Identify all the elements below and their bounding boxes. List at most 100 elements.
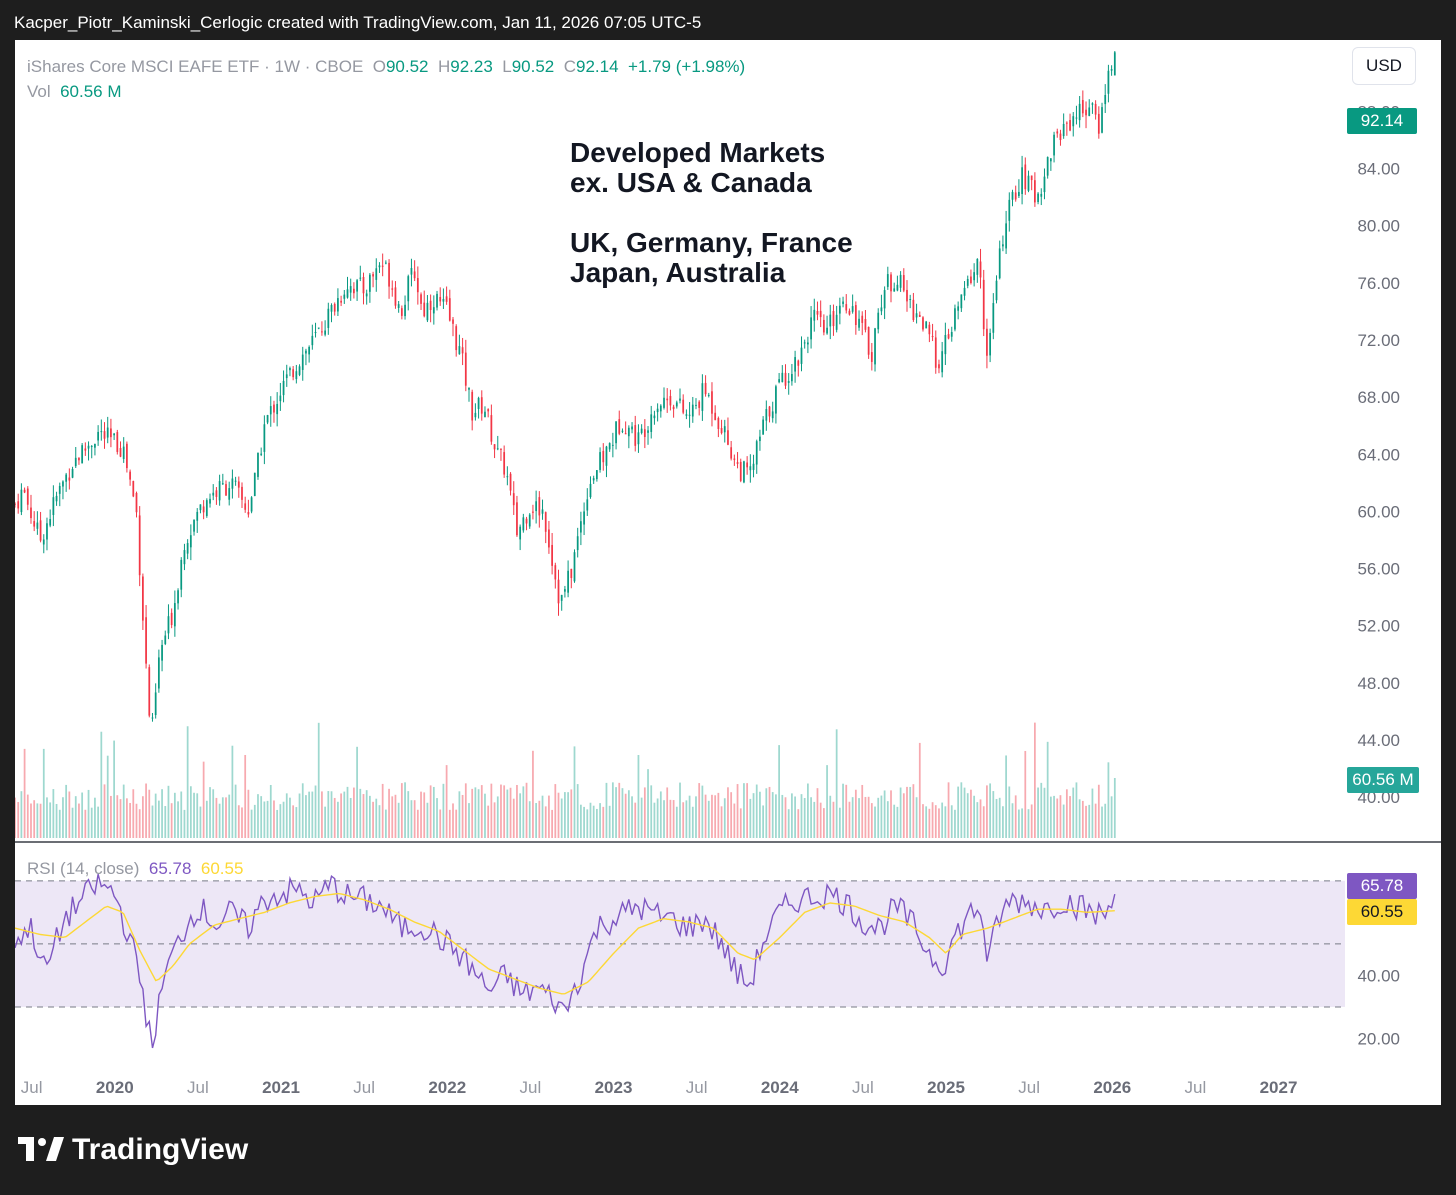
volume-bar	[653, 802, 656, 838]
volume-bar	[480, 785, 483, 838]
volume-bar	[675, 806, 678, 838]
candle-body	[42, 539, 45, 545]
volume-bar	[170, 803, 173, 838]
volume-bar	[416, 809, 419, 838]
volume-bar	[816, 788, 819, 838]
currency-button[interactable]: USD	[1352, 47, 1416, 85]
candle-body	[321, 331, 323, 333]
volume-bar	[177, 801, 179, 838]
volume-bar	[1078, 799, 1081, 838]
volume-bar	[228, 794, 231, 838]
change-value: +1.79 (+1.98%)	[628, 57, 746, 76]
volume-bar	[196, 793, 199, 838]
volume-bar	[583, 806, 585, 838]
candle-body	[471, 391, 474, 421]
volume-bar	[106, 755, 109, 838]
volume-bar	[330, 791, 333, 838]
volume-bar	[1072, 787, 1075, 838]
tradingview-brand: TradingView	[72, 1133, 249, 1166]
volume-bar	[528, 801, 531, 838]
candle-body	[941, 351, 944, 373]
candle-body	[397, 304, 400, 308]
volume-bar	[506, 789, 509, 838]
volume-bar	[285, 793, 288, 838]
volume-bar	[631, 796, 633, 838]
candle-body	[215, 490, 218, 497]
volume-bar	[199, 806, 202, 838]
candle-body	[110, 428, 112, 438]
volume-bar	[714, 795, 717, 838]
volume-bar	[122, 784, 125, 838]
volume-bar	[1085, 805, 1087, 838]
rsi-title[interactable]: RSI (14, close)	[27, 859, 140, 878]
candle-body	[602, 450, 605, 463]
candle-body	[400, 308, 403, 316]
price-axis-tick: 84.00	[1357, 160, 1400, 179]
volume-bar	[218, 803, 221, 838]
candle-body	[1110, 69, 1113, 71]
candle-body	[973, 272, 976, 281]
candle-body	[247, 511, 250, 515]
candle-body	[407, 276, 410, 302]
rsi-ma-legend-value: 60.55	[200, 859, 244, 878]
chart-annotation[interactable]: Developed Markets ex. USA & Canada UK, G…	[570, 138, 853, 288]
candle-body	[1005, 223, 1007, 249]
volume-bar	[778, 745, 780, 838]
candle-body	[685, 414, 688, 416]
volume-bar	[647, 769, 649, 838]
candle-body	[391, 288, 394, 290]
candle-body	[129, 471, 131, 480]
ohlc-legend: iShares Core MSCI EAFE ETF · 1W · CBOE O…	[27, 57, 745, 77]
candle-body	[26, 488, 29, 505]
candle-body	[221, 483, 224, 485]
candle-body	[656, 408, 659, 413]
volume-bar	[832, 801, 835, 838]
candle-body	[154, 692, 157, 716]
candle-body	[1091, 103, 1094, 105]
candle-body	[650, 414, 653, 432]
candle-body	[730, 447, 733, 459]
candle-body	[452, 319, 454, 324]
volume-bar	[621, 788, 624, 838]
candle-body	[183, 550, 186, 565]
candle-body	[765, 409, 768, 421]
rsi-axis-tick: 40.00	[1357, 966, 1400, 985]
volume-bar	[1018, 809, 1020, 838]
candle-body	[353, 288, 355, 294]
symbol-title[interactable]: iShares Core MSCI EAFE ETF · 1W · CBOE	[27, 57, 364, 76]
price-axis-tick: 56.00	[1357, 560, 1400, 579]
chart-canvas[interactable]: 40.00 44.00 48.00 52.00 56.00 60.00 64.00 68.00…	[15, 40, 1441, 1105]
candle-body	[78, 457, 80, 461]
volume-bar	[231, 745, 234, 838]
volume-bar	[81, 792, 84, 838]
volume-bar	[944, 806, 947, 838]
volume-bar	[573, 746, 576, 838]
candle-body	[186, 543, 189, 554]
volume-bar	[173, 792, 176, 838]
time-axis-label: Jul	[1185, 1078, 1207, 1097]
volume-bar	[340, 793, 342, 838]
candle-body	[819, 310, 822, 318]
volume-label[interactable]: Vol	[27, 82, 51, 101]
candle-body	[986, 328, 988, 356]
candle-body	[365, 293, 368, 297]
volume-bar	[186, 726, 189, 838]
candle-body	[126, 443, 128, 469]
candle-body	[359, 277, 362, 279]
candle-body	[909, 299, 912, 301]
candle-body	[298, 366, 301, 375]
price-axis-tick: 52.00	[1357, 617, 1400, 636]
candle-body	[567, 570, 569, 593]
candle-body	[736, 462, 739, 464]
volume-bar	[727, 787, 729, 838]
volume-bar	[324, 806, 326, 838]
candle-body	[426, 302, 429, 321]
candle-body	[934, 337, 937, 368]
volume-bar	[1101, 806, 1103, 838]
volume-bar	[384, 809, 387, 838]
volume-bar	[634, 802, 637, 838]
candle-body	[205, 500, 208, 516]
candle-body	[899, 274, 902, 288]
time-axis-label: 2020	[96, 1078, 134, 1097]
volume-bar	[711, 794, 713, 838]
